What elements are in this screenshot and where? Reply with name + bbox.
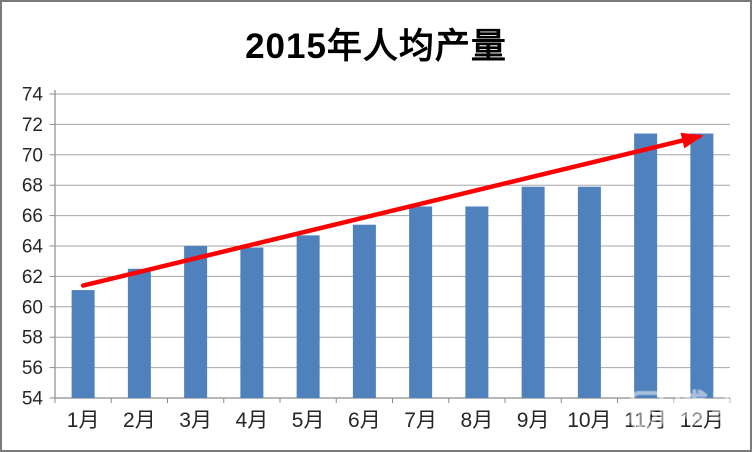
y-axis-label-66: 66 <box>22 206 43 227</box>
x-axis-label-12月: 12月 <box>680 409 724 432</box>
x-axis-label-3月: 3月 <box>179 409 212 432</box>
bar-8月 <box>465 206 489 398</box>
x-axis-label-7月: 7月 <box>404 409 437 432</box>
x-axis-label-6月: 6月 <box>348 409 381 432</box>
x-axis-label-8月: 8月 <box>461 409 494 432</box>
bar-12月 <box>690 133 714 398</box>
y-axis-label-62: 62 <box>22 267 43 288</box>
chart-title: 2015年人均产量 <box>245 27 507 66</box>
y-axis-label-72: 72 <box>22 115 43 136</box>
x-axis-label-5月: 5月 <box>292 409 325 432</box>
bar-6月 <box>352 224 376 398</box>
y-axis-label-74: 74 <box>22 85 44 106</box>
x-axis-label-9月: 9月 <box>517 409 550 432</box>
y-axis-label-56: 56 <box>22 358 43 379</box>
bar-4月 <box>240 247 264 398</box>
bar-1月 <box>71 290 95 398</box>
x-axis-label-10月: 10月 <box>567 409 611 432</box>
y-axis-label-70: 70 <box>22 145 43 166</box>
bar-9月 <box>521 186 545 398</box>
bar-7月 <box>409 206 433 398</box>
y-axis-label-54: 54 <box>22 389 44 410</box>
bar-11月 <box>634 133 658 398</box>
bar-2月 <box>127 268 151 398</box>
bar-5月 <box>296 235 320 398</box>
x-axis-label-2月: 2月 <box>123 409 156 432</box>
y-axis-label-60: 60 <box>22 297 43 318</box>
bar-3月 <box>184 246 208 398</box>
y-axis-label-64: 64 <box>22 237 44 258</box>
trend-arrow <box>80 132 704 288</box>
x-axis-label-1月: 1月 <box>67 409 100 432</box>
x-axis-label-4月: 4月 <box>236 409 269 432</box>
x-axis-label-11月: 11月 <box>624 409 667 432</box>
bar-10月 <box>577 186 601 398</box>
y-axis-label-68: 68 <box>22 176 43 197</box>
y-axis-label-58: 58 <box>22 328 43 349</box>
